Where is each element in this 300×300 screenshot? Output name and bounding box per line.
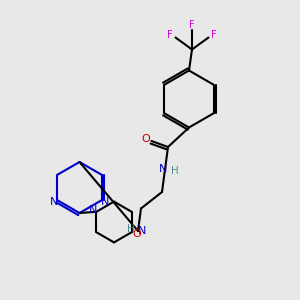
- Text: O: O: [142, 134, 151, 145]
- Text: F: F: [189, 20, 195, 31]
- Text: N: N: [50, 197, 58, 207]
- Text: O: O: [133, 229, 141, 239]
- Text: F: F: [211, 30, 217, 40]
- Text: N: N: [101, 197, 110, 207]
- Text: H: H: [171, 166, 178, 176]
- Text: N: N: [159, 164, 168, 175]
- Text: N: N: [137, 226, 146, 236]
- Text: N: N: [88, 205, 97, 215]
- Text: H: H: [127, 224, 134, 235]
- Text: F: F: [167, 30, 173, 40]
